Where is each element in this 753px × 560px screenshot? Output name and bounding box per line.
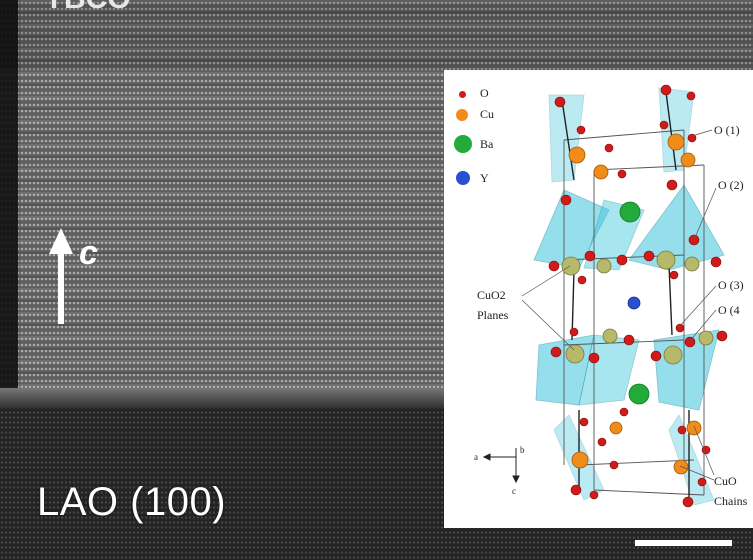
barium-atom-icon xyxy=(454,135,472,153)
cu-plane-atom xyxy=(656,250,676,270)
cu-atom xyxy=(680,152,696,168)
ybco-unit-cell-diagram xyxy=(482,84,728,508)
legend-label: Y xyxy=(480,171,489,185)
cu-plane-atom xyxy=(684,256,700,272)
cu-atom xyxy=(593,164,609,180)
cu-atom xyxy=(686,420,702,436)
cu-atom xyxy=(673,459,689,475)
label-o2: O (2) xyxy=(718,178,744,192)
polyhedron xyxy=(628,184,725,271)
c-axis-arrow-icon xyxy=(49,228,73,324)
axis-label-c: c xyxy=(512,486,516,496)
cu-plane-atom xyxy=(602,328,618,344)
label-o1: O (1) xyxy=(714,123,740,137)
c-axis-label: c xyxy=(79,234,98,272)
axis-triad-icon xyxy=(482,448,520,484)
ba-atom xyxy=(628,383,650,405)
axis-label-a: a xyxy=(474,452,478,462)
film-label-partial: YBCO xyxy=(44,0,131,16)
label-cuo2: CuO2 xyxy=(477,288,506,302)
cu-atom xyxy=(571,451,589,469)
cu-plane-atom xyxy=(565,344,585,364)
label-chains: Chains xyxy=(714,494,748,508)
crystal-structure-inset: O Cu Ba Y O (1) O (2) O (3) O (4 CuO2 Pl… xyxy=(444,70,753,528)
legend-label: O xyxy=(480,86,489,100)
cu-atom xyxy=(568,146,586,164)
label-planes: Planes xyxy=(477,308,509,322)
cu-plane-atom xyxy=(663,345,683,365)
copper-atom-icon xyxy=(456,109,468,121)
cu-plane-atom xyxy=(596,258,612,274)
cu-atom xyxy=(609,421,623,435)
cu-plane-atom xyxy=(698,330,714,346)
cu-plane-atom xyxy=(561,256,581,276)
label-o3: O (3) xyxy=(718,278,744,292)
yttrium-atom-icon xyxy=(456,171,470,185)
y-atom xyxy=(627,296,641,310)
legend-label: Cu xyxy=(480,107,495,121)
cu-atom xyxy=(667,133,685,151)
substrate-label: LAO (100) xyxy=(37,480,227,524)
oxygen-atom-icon xyxy=(459,91,466,98)
legend-label: Ba xyxy=(480,137,494,151)
ba-atom xyxy=(619,201,641,223)
scale-bar xyxy=(635,540,732,546)
label-o4: O (4 xyxy=(718,303,740,317)
axis-label-b: b xyxy=(520,445,525,455)
label-cuo: CuO xyxy=(714,474,737,488)
